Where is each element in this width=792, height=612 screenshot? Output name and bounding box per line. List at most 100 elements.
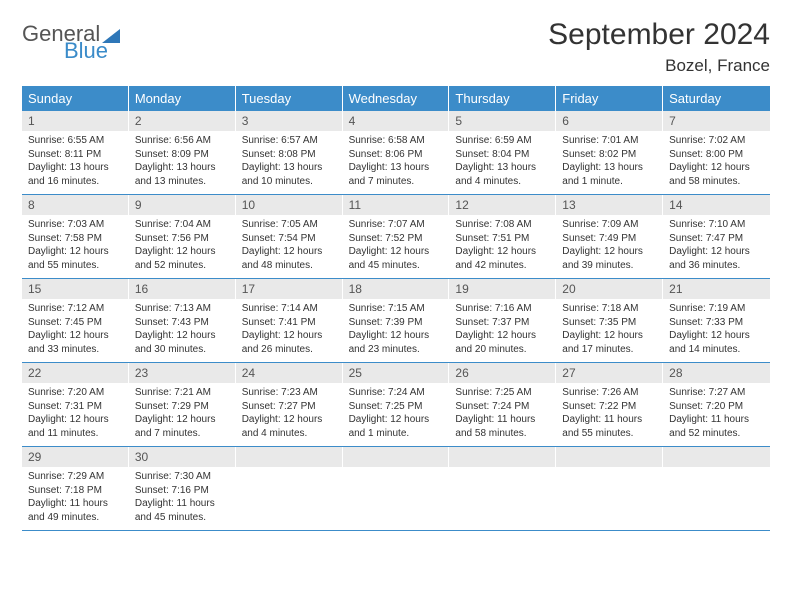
day-info: Sunrise: 6:55 AMSunset: 8:11 PMDaylight:… — [22, 131, 129, 194]
day-number: 20 — [556, 279, 663, 299]
day-number: 21 — [663, 279, 770, 299]
day-cell — [556, 447, 663, 530]
day-number — [449, 447, 556, 467]
day-number: 17 — [236, 279, 343, 299]
day-cell: 28Sunrise: 7:27 AMSunset: 7:20 PMDayligh… — [663, 363, 770, 446]
day-number: 26 — [449, 363, 556, 383]
day-info: Sunrise: 7:07 AMSunset: 7:52 PMDaylight:… — [343, 215, 450, 278]
day-number: 13 — [556, 195, 663, 215]
day-cell: 27Sunrise: 7:26 AMSunset: 7:22 PMDayligh… — [556, 363, 663, 446]
day-info: Sunrise: 7:15 AMSunset: 7:39 PMDaylight:… — [343, 299, 450, 362]
day-number: 1 — [22, 111, 129, 131]
day-info: Sunrise: 7:18 AMSunset: 7:35 PMDaylight:… — [556, 299, 663, 362]
day-cell: 2Sunrise: 6:56 AMSunset: 8:09 PMDaylight… — [129, 111, 236, 194]
day-cell: 18Sunrise: 7:15 AMSunset: 7:39 PMDayligh… — [343, 279, 450, 362]
day-info: Sunrise: 6:56 AMSunset: 8:09 PMDaylight:… — [129, 131, 236, 194]
day-cell: 10Sunrise: 7:05 AMSunset: 7:54 PMDayligh… — [236, 195, 343, 278]
title-block: September 2024 Bozel, France — [548, 18, 770, 76]
day-cell — [449, 447, 556, 530]
day-info: Sunrise: 7:09 AMSunset: 7:49 PMDaylight:… — [556, 215, 663, 278]
day-info: Sunrise: 7:13 AMSunset: 7:43 PMDaylight:… — [129, 299, 236, 362]
day-info: Sunrise: 7:02 AMSunset: 8:00 PMDaylight:… — [663, 131, 770, 194]
day-cell: 22Sunrise: 7:20 AMSunset: 7:31 PMDayligh… — [22, 363, 129, 446]
day-cell: 24Sunrise: 7:23 AMSunset: 7:27 PMDayligh… — [236, 363, 343, 446]
day-info: Sunrise: 7:30 AMSunset: 7:16 PMDaylight:… — [129, 467, 236, 530]
day-cell: 14Sunrise: 7:10 AMSunset: 7:47 PMDayligh… — [663, 195, 770, 278]
day-number: 11 — [343, 195, 450, 215]
week-row: 29Sunrise: 7:29 AMSunset: 7:18 PMDayligh… — [22, 447, 770, 531]
day-info: Sunrise: 7:21 AMSunset: 7:29 PMDaylight:… — [129, 383, 236, 446]
week-row: 8Sunrise: 7:03 AMSunset: 7:58 PMDaylight… — [22, 195, 770, 279]
day-cell — [236, 447, 343, 530]
day-info: Sunrise: 7:19 AMSunset: 7:33 PMDaylight:… — [663, 299, 770, 362]
day-number: 16 — [129, 279, 236, 299]
day-number: 23 — [129, 363, 236, 383]
day-cell: 4Sunrise: 6:58 AMSunset: 8:06 PMDaylight… — [343, 111, 450, 194]
day-cell: 13Sunrise: 7:09 AMSunset: 7:49 PMDayligh… — [556, 195, 663, 278]
day-info: Sunrise: 7:01 AMSunset: 8:02 PMDaylight:… — [556, 131, 663, 194]
weekday-label: Tuesday — [236, 86, 343, 111]
week-row: 15Sunrise: 7:12 AMSunset: 7:45 PMDayligh… — [22, 279, 770, 363]
day-number: 8 — [22, 195, 129, 215]
day-info: Sunrise: 7:26 AMSunset: 7:22 PMDaylight:… — [556, 383, 663, 446]
day-info: Sunrise: 6:59 AMSunset: 8:04 PMDaylight:… — [449, 131, 556, 194]
day-cell: 9Sunrise: 7:04 AMSunset: 7:56 PMDaylight… — [129, 195, 236, 278]
day-number: 19 — [449, 279, 556, 299]
day-cell: 1Sunrise: 6:55 AMSunset: 8:11 PMDaylight… — [22, 111, 129, 194]
day-number: 3 — [236, 111, 343, 131]
day-number: 9 — [129, 195, 236, 215]
day-cell: 11Sunrise: 7:07 AMSunset: 7:52 PMDayligh… — [343, 195, 450, 278]
day-cell: 30Sunrise: 7:30 AMSunset: 7:16 PMDayligh… — [129, 447, 236, 530]
day-info: Sunrise: 7:08 AMSunset: 7:51 PMDaylight:… — [449, 215, 556, 278]
day-info: Sunrise: 6:58 AMSunset: 8:06 PMDaylight:… — [343, 131, 450, 194]
day-info: Sunrise: 7:16 AMSunset: 7:37 PMDaylight:… — [449, 299, 556, 362]
header: General Blue September 2024 Bozel, Franc… — [22, 18, 770, 76]
day-info: Sunrise: 7:24 AMSunset: 7:25 PMDaylight:… — [343, 383, 450, 446]
day-number: 24 — [236, 363, 343, 383]
weekday-header: Sunday Monday Tuesday Wednesday Thursday… — [22, 86, 770, 111]
day-cell: 6Sunrise: 7:01 AMSunset: 8:02 PMDaylight… — [556, 111, 663, 194]
day-info: Sunrise: 7:29 AMSunset: 7:18 PMDaylight:… — [22, 467, 129, 530]
day-number: 25 — [343, 363, 450, 383]
day-cell: 23Sunrise: 7:21 AMSunset: 7:29 PMDayligh… — [129, 363, 236, 446]
day-number: 4 — [343, 111, 450, 131]
weekday-label: Thursday — [449, 86, 556, 111]
day-number: 5 — [449, 111, 556, 131]
day-number — [556, 447, 663, 467]
day-info: Sunrise: 7:27 AMSunset: 7:20 PMDaylight:… — [663, 383, 770, 446]
day-cell: 3Sunrise: 6:57 AMSunset: 8:08 PMDaylight… — [236, 111, 343, 194]
day-number: 2 — [129, 111, 236, 131]
day-info: Sunrise: 7:03 AMSunset: 7:58 PMDaylight:… — [22, 215, 129, 278]
day-info: Sunrise: 7:20 AMSunset: 7:31 PMDaylight:… — [22, 383, 129, 446]
day-cell: 26Sunrise: 7:25 AMSunset: 7:24 PMDayligh… — [449, 363, 556, 446]
day-number: 7 — [663, 111, 770, 131]
day-cell: 15Sunrise: 7:12 AMSunset: 7:45 PMDayligh… — [22, 279, 129, 362]
weekday-label: Wednesday — [343, 86, 450, 111]
weekday-label: Sunday — [22, 86, 129, 111]
day-cell: 29Sunrise: 7:29 AMSunset: 7:18 PMDayligh… — [22, 447, 129, 530]
day-number: 22 — [22, 363, 129, 383]
week-row: 22Sunrise: 7:20 AMSunset: 7:31 PMDayligh… — [22, 363, 770, 447]
day-cell: 25Sunrise: 7:24 AMSunset: 7:25 PMDayligh… — [343, 363, 450, 446]
day-info: Sunrise: 7:23 AMSunset: 7:27 PMDaylight:… — [236, 383, 343, 446]
day-info: Sunrise: 6:57 AMSunset: 8:08 PMDaylight:… — [236, 131, 343, 194]
day-info: Sunrise: 7:04 AMSunset: 7:56 PMDaylight:… — [129, 215, 236, 278]
day-number: 29 — [22, 447, 129, 467]
location-title: Bozel, France — [548, 56, 770, 76]
weekday-label: Monday — [129, 86, 236, 111]
day-number — [663, 447, 770, 467]
day-number: 12 — [449, 195, 556, 215]
day-number: 30 — [129, 447, 236, 467]
month-title: September 2024 — [548, 18, 770, 52]
day-number: 28 — [663, 363, 770, 383]
day-info: Sunrise: 7:25 AMSunset: 7:24 PMDaylight:… — [449, 383, 556, 446]
day-cell: 12Sunrise: 7:08 AMSunset: 7:51 PMDayligh… — [449, 195, 556, 278]
day-cell: 21Sunrise: 7:19 AMSunset: 7:33 PMDayligh… — [663, 279, 770, 362]
logo: General Blue — [22, 18, 120, 62]
weekday-label: Friday — [556, 86, 663, 111]
logo-text-blue: Blue — [64, 41, 120, 62]
day-info: Sunrise: 7:14 AMSunset: 7:41 PMDaylight:… — [236, 299, 343, 362]
day-number: 18 — [343, 279, 450, 299]
day-number: 15 — [22, 279, 129, 299]
week-row: 1Sunrise: 6:55 AMSunset: 8:11 PMDaylight… — [22, 111, 770, 195]
